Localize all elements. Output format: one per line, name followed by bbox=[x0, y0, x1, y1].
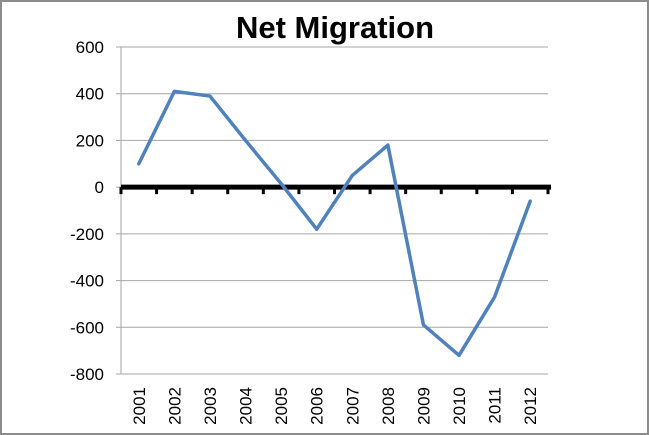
data-point bbox=[137, 162, 141, 166]
x-tick-label: 2012 bbox=[521, 387, 540, 425]
y-tick-label: 200 bbox=[76, 131, 104, 150]
x-tick-label: 2005 bbox=[272, 387, 291, 425]
y-axis-tick-labels: 600 400 200 0 -200 -400 -600 -800 bbox=[70, 38, 104, 384]
x-axis-tick-labels: 2001 2002 2003 2004 2005 2006 2007 2008 2009 2010… bbox=[130, 387, 540, 425]
series-line bbox=[137, 89, 532, 358]
x-tick-label: 2004 bbox=[237, 387, 256, 425]
axes bbox=[116, 46, 551, 375]
series-group bbox=[137, 89, 532, 358]
x-tick-label: 2008 bbox=[379, 387, 398, 425]
x-tick-label: 2010 bbox=[450, 387, 469, 425]
data-point bbox=[421, 323, 425, 327]
x-tick-label: 2007 bbox=[343, 387, 362, 425]
y-tick-label: -600 bbox=[70, 318, 104, 337]
data-point bbox=[350, 173, 354, 177]
y-tick-label: -800 bbox=[70, 365, 104, 384]
data-point bbox=[386, 143, 390, 147]
x-tick-label: 2002 bbox=[165, 387, 184, 425]
x-tick-label: 2006 bbox=[308, 387, 327, 425]
x-tick-label: 2001 bbox=[130, 387, 149, 425]
data-point bbox=[208, 94, 212, 98]
data-point bbox=[493, 295, 497, 299]
y-tick-label: 600 bbox=[76, 38, 104, 57]
y-tick-label: -400 bbox=[70, 272, 104, 291]
y-tick-label: 400 bbox=[76, 85, 104, 104]
data-point bbox=[172, 89, 176, 93]
data-point bbox=[315, 227, 319, 231]
data-point bbox=[457, 353, 461, 357]
x-tick-label: 2009 bbox=[414, 387, 433, 425]
y-tick-label: 0 bbox=[95, 178, 104, 197]
gridlines bbox=[121, 46, 548, 375]
data-point bbox=[528, 199, 532, 203]
data-point bbox=[279, 182, 283, 186]
chart-title: Net Migration bbox=[236, 10, 434, 45]
x-tick-label: 2003 bbox=[201, 387, 220, 425]
x-tick-label: 2011 bbox=[486, 387, 505, 424]
data-point bbox=[244, 138, 248, 142]
y-tick-label: -200 bbox=[70, 225, 104, 244]
